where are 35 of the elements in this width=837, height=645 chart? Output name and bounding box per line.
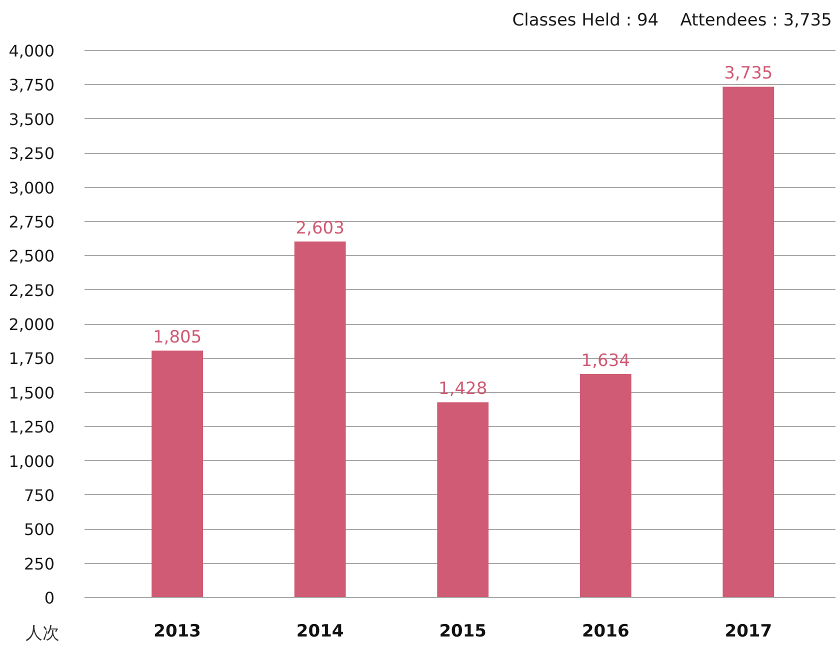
y-tick-label: 1,000 — [8, 452, 55, 471]
data-label: 3,735 — [724, 64, 773, 84]
data-label: 1,634 — [581, 351, 630, 372]
x-tick-label: 2016 — [582, 622, 630, 642]
y-tick-label: 2,500 — [8, 246, 55, 266]
y-tick-label: 250 — [24, 554, 55, 574]
y-tick-label: 750 — [24, 486, 55, 505]
y-tick-label: 3,500 — [8, 110, 55, 129]
text: Classes Held : 94 — [512, 10, 659, 30]
text: Attendees : 3,735 — [680, 10, 832, 30]
y-tick-label: 1,250 — [8, 418, 55, 437]
y-tick-label: 2,250 — [8, 280, 55, 300]
x-tick-label: 2013 — [154, 622, 201, 642]
x-tick-label: 2015 — [439, 622, 487, 642]
y-tick-label: 0 — [44, 588, 55, 608]
y-tick-label: 2,000 — [8, 315, 55, 334]
y-tick-label: 2,750 — [8, 212, 55, 232]
data-label: 2,603 — [296, 218, 344, 239]
y-tick-label: 500 — [24, 520, 55, 540]
bar — [152, 350, 204, 598]
bar — [580, 374, 632, 598]
bar — [294, 242, 346, 598]
x-tick-label: 2014 — [296, 622, 344, 642]
y-axis-title: 人次 — [26, 624, 60, 644]
bar — [437, 402, 489, 598]
data-label: 1,805 — [152, 328, 202, 348]
y-tick-label: 3,000 — [8, 178, 55, 198]
y-tick-label: 1,750 — [8, 349, 55, 368]
bar — [722, 86, 774, 598]
y-tick-label: 3,750 — [8, 76, 55, 95]
y-tick-label: 1,500 — [8, 383, 55, 402]
x-tick-label: 2017 — [724, 622, 772, 642]
y-tick-label: 3,250 — [8, 144, 55, 164]
y-tick-label: 4,000 — [8, 42, 55, 60]
data-label: 1,428 — [438, 379, 488, 400]
